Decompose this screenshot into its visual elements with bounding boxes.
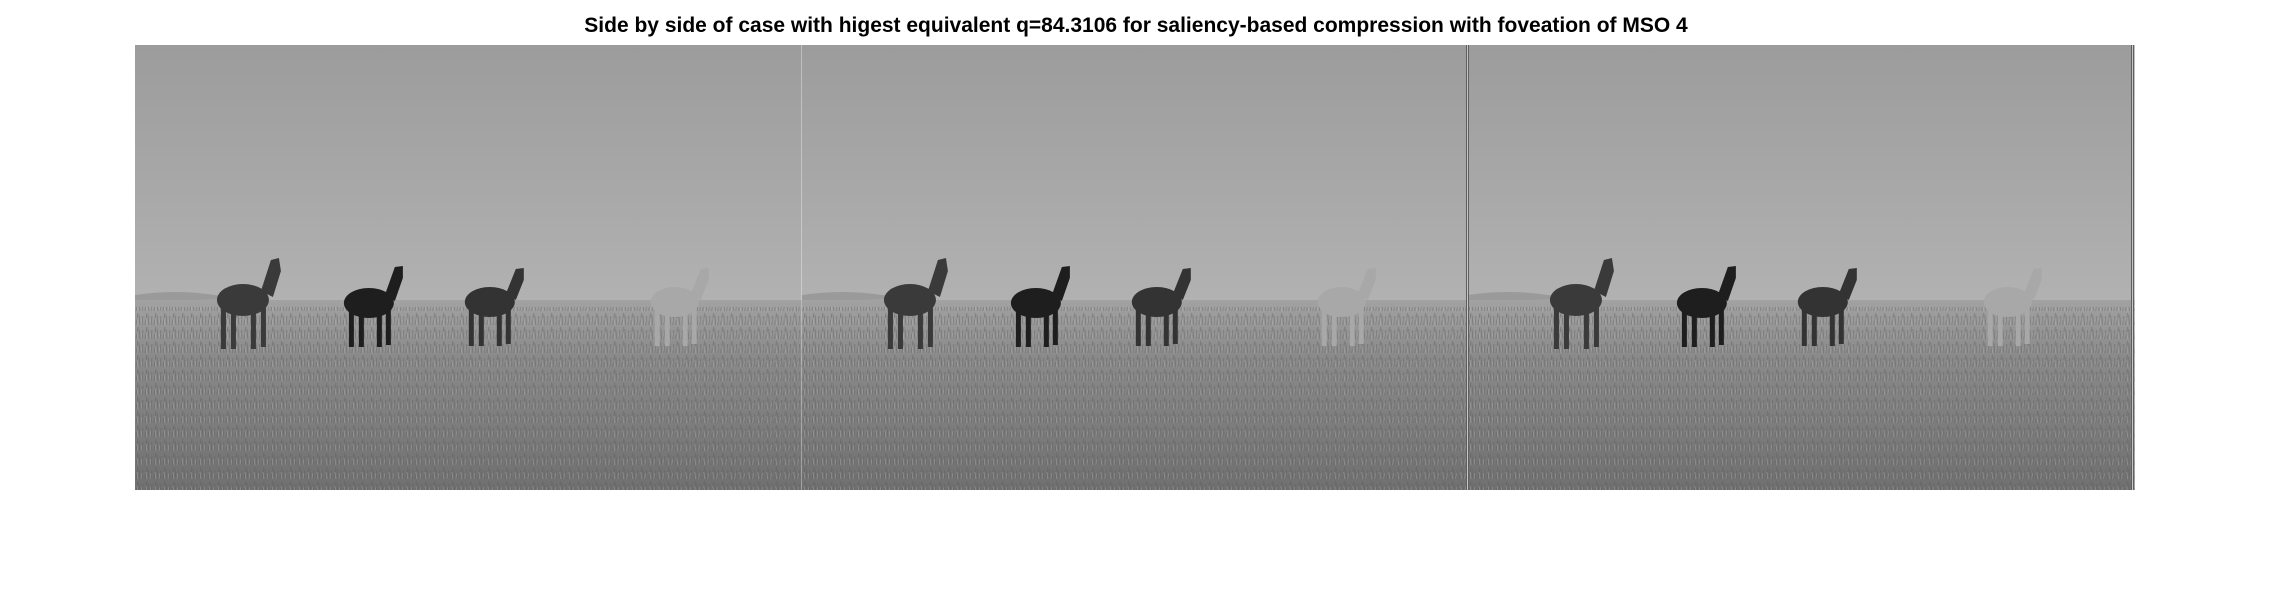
- horse-dark-brown-icon: [216, 258, 281, 349]
- horse-black-icon: [343, 266, 403, 347]
- compressed-image-panel: [801, 45, 1469, 490]
- horse-dark-brown-icon: [1131, 268, 1191, 346]
- horse-dark-brown-icon: [1798, 268, 1858, 346]
- horses-photo: [135, 45, 802, 490]
- panel-seam: [2131, 45, 2134, 490]
- grass-texture: [1468, 307, 2135, 490]
- horse-black-icon: [1677, 266, 1737, 347]
- grass-texture: [135, 307, 802, 490]
- sky: [135, 45, 802, 305]
- sky: [1468, 45, 2135, 305]
- grass-texture: [801, 307, 1469, 490]
- horse-light-gray-icon: [1984, 268, 2043, 346]
- horse-dark-brown-icon: [883, 258, 948, 349]
- horse-light-gray-icon: [650, 268, 709, 346]
- horse-dark-brown-icon: [1550, 258, 1615, 349]
- panel-seam: [1466, 45, 1469, 490]
- horses-photo: [801, 45, 1469, 490]
- horse-dark-brown-icon: [464, 268, 524, 346]
- side-by-side-image-strip: [135, 45, 2135, 490]
- sky: [801, 45, 1469, 305]
- horse-light-gray-icon: [1317, 268, 1376, 346]
- horse-black-icon: [1010, 266, 1070, 347]
- figure-title: Side by side of case with higest equival…: [584, 14, 1688, 37]
- foveated-image-panel: [1468, 45, 2135, 490]
- original-image-panel: [135, 45, 802, 490]
- horses-photo: [1468, 45, 2135, 490]
